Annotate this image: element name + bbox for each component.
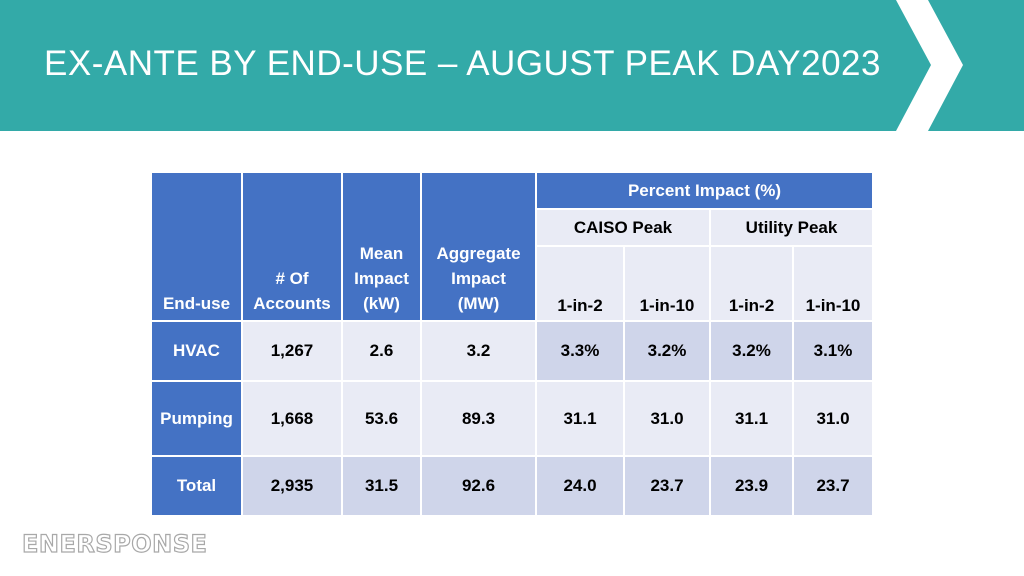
end-use-impact-table: End-use # Of Accounts Mean Impact (kW) A… <box>151 172 873 516</box>
accounts-cell: 1,267 <box>242 321 342 381</box>
utility-1in10-cell: 3.1% <box>793 321 873 381</box>
utility-1in10-cell: 23.7 <box>793 456 873 516</box>
header-caiso-1in2: 1-in-2 <box>536 246 624 321</box>
header-end-use: End-use <box>151 172 242 321</box>
utility-1in2-cell: 23.9 <box>710 456 793 516</box>
accounts-cell: 1,668 <box>242 381 342 456</box>
table-row: HVAC 1,267 2.6 3.2 3.3% 3.2% 3.2% 3.1% <box>151 321 873 381</box>
header-caiso-peak: CAISO Peak <box>536 209 710 246</box>
utility-1in10-cell: 31.0 <box>793 381 873 456</box>
header-utility-1in10: 1-in-10 <box>793 246 873 321</box>
enersponse-logo: ENERSPONSE <box>21 529 208 558</box>
slide-title: EX-ANTE BY END-USE – AUGUST PEAK DAY2023 <box>44 44 881 83</box>
row-label: Pumping <box>151 381 242 456</box>
accounts-cell: 2,935 <box>242 456 342 516</box>
header-utility-1in2: 1-in-2 <box>710 246 793 321</box>
header-caiso-1in10: 1-in-10 <box>624 246 710 321</box>
table-row: Total 2,935 31.5 92.6 24.0 23.7 23.9 23.… <box>151 456 873 516</box>
header-aggregate-impact-label: Aggregate Impact (MW) <box>436 244 521 313</box>
header-percent-impact: Percent Impact (%) <box>536 172 873 209</box>
caiso-1in2-cell: 31.1 <box>536 381 624 456</box>
row-label: HVAC <box>151 321 242 381</box>
header-accounts-label: # Of Accounts <box>253 269 331 313</box>
mean-impact-cell: 53.6 <box>342 381 421 456</box>
table-row: Pumping 1,668 53.6 89.3 31.1 31.0 31.1 3… <box>151 381 873 456</box>
aggregate-impact-cell: 3.2 <box>421 321 536 381</box>
title-banner <box>0 0 1024 131</box>
caiso-1in10-cell: 31.0 <box>624 381 710 456</box>
caiso-1in2-cell: 24.0 <box>536 456 624 516</box>
aggregate-impact-cell: 89.3 <box>421 381 536 456</box>
header-utility-peak: Utility Peak <box>710 209 873 246</box>
mean-impact-cell: 31.5 <box>342 456 421 516</box>
mean-impact-cell: 2.6 <box>342 321 421 381</box>
header-aggregate-impact: Aggregate Impact (MW) <box>421 172 536 321</box>
utility-1in2-cell: 31.1 <box>710 381 793 456</box>
caiso-1in10-cell: 3.2% <box>624 321 710 381</box>
header-accounts: # Of Accounts <box>242 172 342 321</box>
chevron-decoration <box>896 0 963 131</box>
aggregate-impact-cell: 92.6 <box>421 456 536 516</box>
header-mean-impact-label: Mean Impact (kW) <box>354 244 409 313</box>
caiso-1in10-cell: 23.7 <box>624 456 710 516</box>
row-label: Total <box>151 456 242 516</box>
caiso-1in2-cell: 3.3% <box>536 321 624 381</box>
header-mean-impact: Mean Impact (kW) <box>342 172 421 321</box>
utility-1in2-cell: 3.2% <box>710 321 793 381</box>
